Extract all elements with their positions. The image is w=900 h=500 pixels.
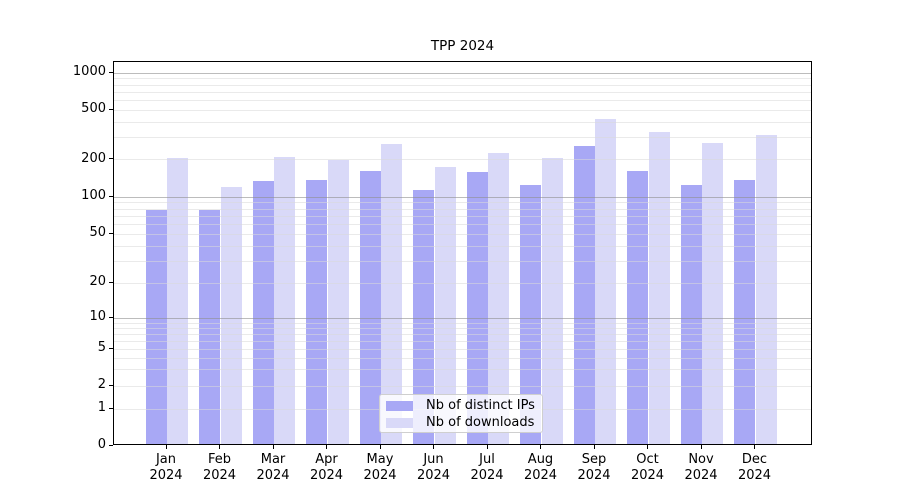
x-tick-mark-may — [379, 445, 381, 449]
y-tick-label-1: 1 — [97, 400, 106, 416]
x-tick-label-aug: Aug 2024 — [523, 452, 558, 483]
bar-downloads-jul — [488, 153, 510, 444]
bar-downloads-may — [381, 144, 403, 444]
bar-downloads-jun — [434, 166, 456, 444]
y-tick-label-100: 100 — [81, 188, 106, 203]
legend: Nb of distinct IPs Nb of downloads — [379, 394, 543, 433]
bar-distinct-ips-aug — [520, 185, 542, 444]
bar-downloads-jan — [167, 158, 189, 444]
bar-downloads-sep — [595, 119, 617, 444]
x-tick-label-feb: Feb 2024 — [202, 452, 237, 483]
bar-distinct-ips-may — [359, 170, 381, 444]
y-tick-mark-0 — [109, 444, 113, 446]
bar-downloads-dec — [755, 135, 777, 444]
y-tick-label-0: 0 — [97, 437, 106, 452]
x-tick-label-nov: Nov 2024 — [684, 452, 718, 483]
bar-downloads-nov — [702, 142, 724, 444]
chart-title: TPP 2024 — [430, 38, 495, 54]
bar-distinct-ips-nov — [680, 185, 702, 444]
bar-distinct-ips-jun — [413, 190, 435, 444]
y-tick-label-2: 2 — [97, 377, 106, 392]
bar-downloads-aug — [541, 157, 563, 444]
bar-distinct-ips-feb — [199, 210, 221, 444]
legend-item-downloads: Nb of downloads — [380, 414, 542, 431]
x-tick-label-may: May 2024 — [363, 452, 397, 483]
bar-downloads-oct — [648, 131, 670, 444]
legend-item-distinct-ips: Nb of distinct IPs — [380, 397, 542, 414]
x-tick-mark-jun — [433, 445, 434, 449]
x-tick-mark-jul — [486, 445, 488, 449]
bar-distinct-ips-sep — [573, 145, 595, 444]
y-tick-label-10: 10 — [89, 309, 106, 325]
y-tick-label-20: 20 — [89, 274, 106, 289]
x-tick-label-apr: Apr 2024 — [309, 452, 344, 483]
y-tick-mark-200 — [109, 158, 113, 159]
x-tick-mark-mar — [272, 445, 274, 449]
x-tick-mark-nov — [700, 445, 702, 449]
bar-distinct-ips-jan — [145, 210, 167, 444]
y-tick-label-1000: 1000 — [72, 64, 106, 79]
x-tick-label-mar: Mar 2024 — [256, 452, 290, 483]
y-tick-label-200: 200 — [81, 150, 106, 166]
y-tick-mark-500 — [109, 108, 113, 110]
bar-distinct-ips-dec — [734, 180, 756, 444]
y-tick-label-500: 500 — [81, 101, 106, 117]
bar-downloads-apr — [327, 159, 349, 444]
x-tick-label-oct: Oct 2024 — [630, 452, 665, 483]
bars-layer — [114, 62, 811, 444]
x-tick-label-dec: Dec 2024 — [737, 452, 772, 483]
x-tick-label-jun: Jun 2024 — [416, 452, 451, 483]
y-tick-mark-1 — [109, 407, 113, 409]
y-tick-mark-100 — [109, 195, 113, 197]
x-tick-label-sep: Sep 2024 — [577, 452, 611, 483]
y-tick-mark-5 — [109, 347, 113, 349]
y-tick-mark-50 — [109, 232, 113, 234]
x-tick-mark-aug — [540, 445, 541, 449]
x-tick-mark-feb — [219, 445, 220, 449]
y-tick-mark-10 — [109, 316, 113, 318]
legend-swatch-downloads — [386, 417, 413, 428]
y-tick-label-50: 50 — [89, 225, 106, 241]
y-tick-mark-1000 — [109, 71, 113, 73]
y-tick-mark-20 — [109, 281, 113, 283]
x-tick-mark-jan — [165, 445, 167, 449]
y-tick-label-5: 5 — [97, 340, 106, 356]
bar-downloads-feb — [220, 186, 242, 444]
x-tick-mark-sep — [593, 445, 595, 449]
bar-distinct-ips-mar — [252, 180, 274, 444]
legend-label-downloads: Nb of downloads — [426, 415, 535, 430]
x-tick-mark-apr — [326, 445, 327, 449]
x-tick-label-jan: Jan 2024 — [149, 452, 183, 483]
legend-label-distinct-ips: Nb of distinct IPs — [426, 398, 535, 413]
bar-distinct-ips-apr — [306, 180, 328, 444]
x-tick-mark-dec — [754, 445, 755, 449]
x-tick-mark-oct — [647, 445, 648, 449]
x-tick-label-jul: Jul 2024 — [470, 452, 504, 483]
bar-distinct-ips-oct — [627, 170, 649, 444]
bar-distinct-ips-jul — [466, 172, 488, 444]
legend-swatch-distinct-ips — [386, 400, 413, 411]
bar-downloads-mar — [274, 156, 296, 444]
y-tick-mark-2 — [109, 384, 113, 386]
plot-area — [113, 61, 812, 445]
